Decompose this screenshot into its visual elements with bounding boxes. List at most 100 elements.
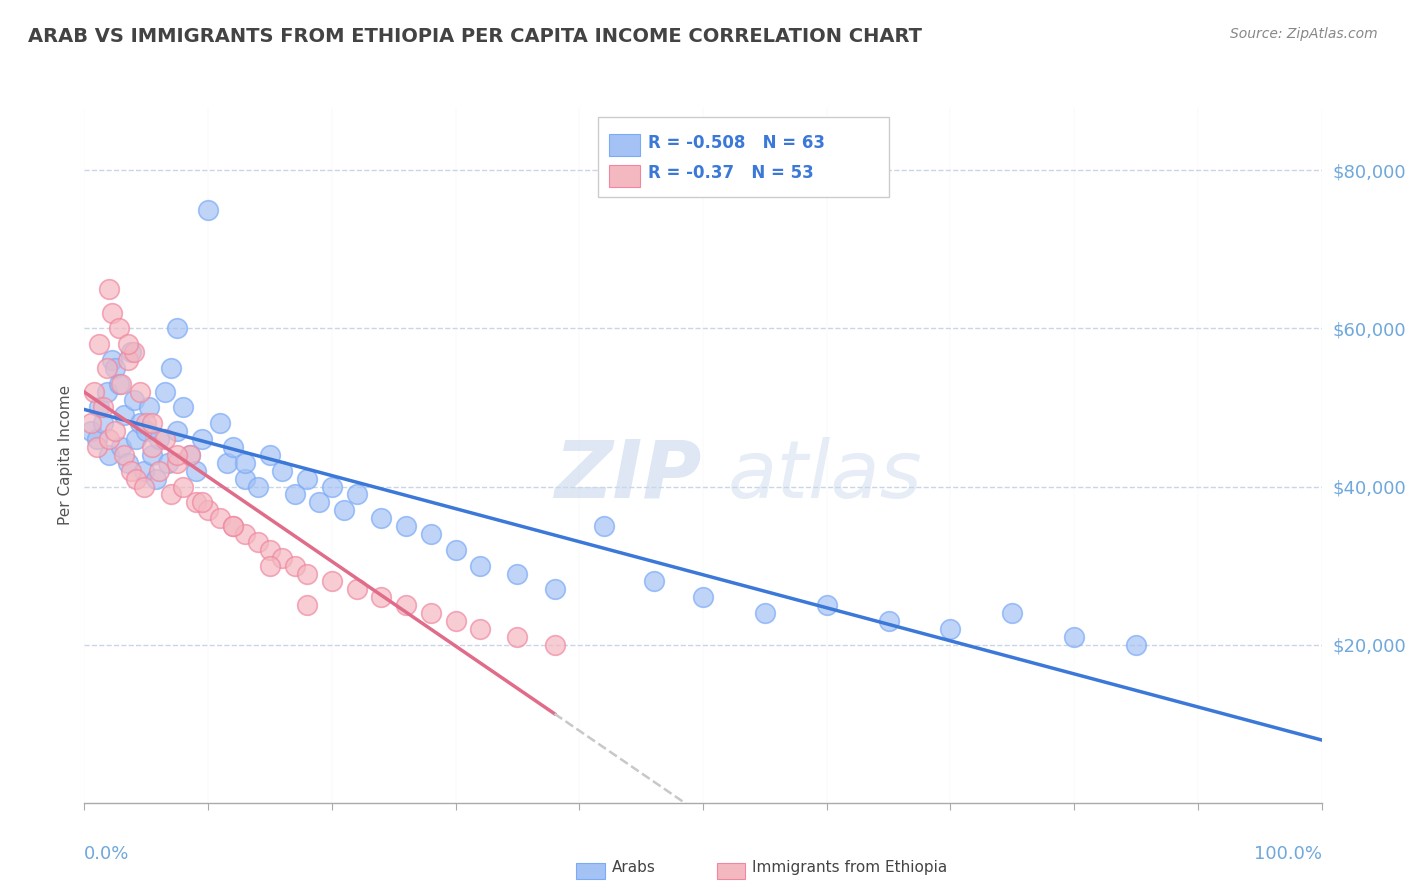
Point bbox=[91, 401, 114, 415]
Point bbox=[209, 417, 232, 431]
Point bbox=[96, 384, 118, 399]
Point bbox=[470, 558, 492, 573]
Point bbox=[132, 464, 155, 478]
Point bbox=[419, 606, 441, 620]
Point bbox=[295, 472, 318, 486]
Point bbox=[877, 614, 900, 628]
Text: R = -0.37   N = 53: R = -0.37 N = 53 bbox=[648, 164, 814, 182]
Point bbox=[145, 472, 167, 486]
Point bbox=[222, 519, 245, 533]
Point bbox=[321, 574, 343, 589]
Point bbox=[1063, 630, 1085, 644]
Text: Arabs: Arabs bbox=[612, 861, 655, 875]
Point bbox=[692, 591, 714, 605]
Point bbox=[141, 448, 163, 462]
Point bbox=[506, 566, 529, 581]
Point bbox=[222, 519, 245, 533]
Point bbox=[110, 440, 132, 454]
Point bbox=[86, 440, 108, 454]
Point bbox=[197, 202, 219, 217]
Point bbox=[120, 345, 142, 359]
Point bbox=[543, 582, 565, 597]
Point bbox=[543, 638, 565, 652]
Point bbox=[120, 464, 142, 478]
Point bbox=[271, 464, 294, 478]
Point bbox=[153, 384, 176, 399]
Point bbox=[148, 464, 170, 478]
Point bbox=[79, 424, 101, 438]
Text: 100.0%: 100.0% bbox=[1254, 845, 1322, 863]
Point bbox=[122, 345, 145, 359]
Point bbox=[1001, 606, 1024, 620]
Point bbox=[259, 558, 281, 573]
Point bbox=[160, 361, 183, 376]
Point bbox=[125, 472, 148, 486]
Point bbox=[117, 353, 139, 368]
Point bbox=[166, 456, 188, 470]
Point bbox=[98, 282, 121, 296]
Point bbox=[246, 535, 269, 549]
Y-axis label: Per Capita Income: Per Capita Income bbox=[58, 384, 73, 525]
Point bbox=[346, 487, 368, 501]
Point bbox=[148, 432, 170, 446]
Point bbox=[172, 401, 194, 415]
Point bbox=[284, 487, 307, 501]
Point bbox=[89, 337, 111, 351]
Point bbox=[86, 432, 108, 446]
Point bbox=[138, 401, 160, 415]
Point bbox=[939, 622, 962, 636]
Text: ZIP: ZIP bbox=[554, 437, 702, 515]
Point bbox=[308, 495, 330, 509]
Point bbox=[209, 511, 232, 525]
Point bbox=[96, 361, 118, 376]
Point bbox=[233, 527, 256, 541]
Point bbox=[166, 321, 188, 335]
Point bbox=[184, 495, 207, 509]
Point bbox=[259, 448, 281, 462]
Point bbox=[166, 448, 188, 462]
Point bbox=[593, 519, 616, 533]
Point bbox=[643, 574, 665, 589]
Point bbox=[79, 417, 101, 431]
Point bbox=[108, 376, 131, 391]
Point bbox=[100, 353, 122, 368]
Point bbox=[153, 432, 176, 446]
Point bbox=[112, 409, 135, 423]
Point bbox=[157, 456, 180, 470]
Text: ARAB VS IMMIGRANTS FROM ETHIOPIA PER CAPITA INCOME CORRELATION CHART: ARAB VS IMMIGRANTS FROM ETHIOPIA PER CAP… bbox=[28, 27, 922, 45]
Point bbox=[141, 440, 163, 454]
Point bbox=[271, 550, 294, 565]
Point bbox=[233, 472, 256, 486]
Point bbox=[104, 361, 127, 376]
Point bbox=[1125, 638, 1147, 652]
Point bbox=[754, 606, 776, 620]
Point bbox=[295, 598, 318, 612]
Point bbox=[395, 519, 418, 533]
Point bbox=[419, 527, 441, 541]
Point bbox=[395, 598, 418, 612]
Point bbox=[122, 392, 145, 407]
Point bbox=[179, 448, 201, 462]
Point bbox=[98, 432, 121, 446]
Text: R = -0.508   N = 63: R = -0.508 N = 63 bbox=[648, 134, 825, 152]
Point bbox=[166, 424, 188, 438]
Point bbox=[284, 558, 307, 573]
Point bbox=[110, 376, 132, 391]
Point bbox=[91, 417, 114, 431]
Point bbox=[259, 542, 281, 557]
Point bbox=[125, 432, 148, 446]
Text: atlas: atlas bbox=[728, 437, 922, 515]
Point bbox=[179, 448, 201, 462]
Point bbox=[222, 440, 245, 454]
Point bbox=[506, 630, 529, 644]
Point bbox=[233, 456, 256, 470]
Point bbox=[112, 448, 135, 462]
Point bbox=[215, 456, 238, 470]
Point bbox=[197, 503, 219, 517]
Point bbox=[98, 448, 121, 462]
Point bbox=[117, 337, 139, 351]
Point bbox=[100, 305, 122, 319]
Point bbox=[83, 384, 105, 399]
Text: Source: ZipAtlas.com: Source: ZipAtlas.com bbox=[1230, 27, 1378, 41]
Point bbox=[184, 464, 207, 478]
